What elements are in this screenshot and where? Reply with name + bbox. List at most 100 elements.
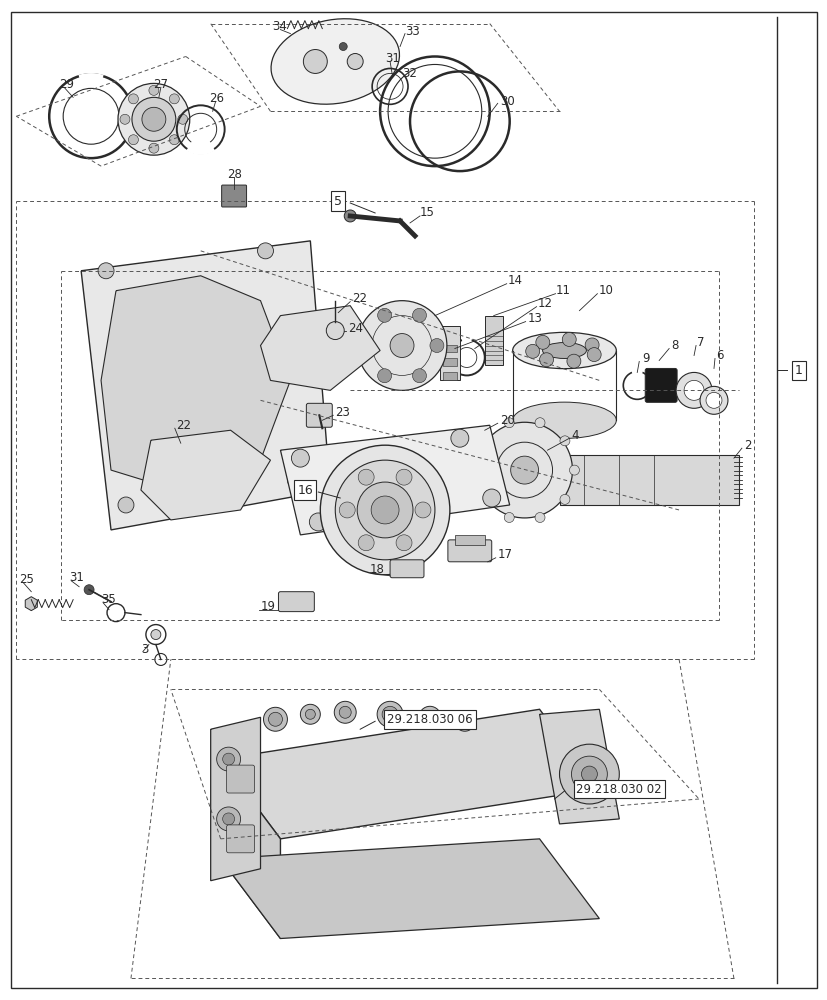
Circle shape: [390, 334, 414, 357]
Circle shape: [149, 85, 159, 95]
Text: 31: 31: [69, 571, 84, 584]
Circle shape: [534, 418, 544, 428]
Text: 29.218.030 02: 29.218.030 02: [576, 783, 662, 796]
Circle shape: [370, 496, 399, 524]
Circle shape: [504, 513, 514, 522]
Text: 34: 34: [272, 20, 287, 33]
Circle shape: [358, 535, 374, 551]
Text: 29.218.030 06: 29.218.030 06: [387, 713, 472, 726]
Circle shape: [559, 744, 619, 804]
Circle shape: [356, 301, 447, 390]
Circle shape: [149, 143, 159, 153]
Circle shape: [454, 711, 474, 731]
Ellipse shape: [270, 19, 399, 104]
Text: 22: 22: [175, 419, 190, 432]
Wedge shape: [633, 371, 640, 385]
Circle shape: [412, 369, 426, 383]
Circle shape: [339, 706, 351, 718]
PathPatch shape: [81, 241, 330, 530]
Text: 28: 28: [227, 168, 241, 181]
Circle shape: [118, 497, 134, 513]
FancyBboxPatch shape: [484, 316, 502, 365]
Text: 11: 11: [555, 284, 570, 297]
Circle shape: [429, 339, 443, 352]
Text: 22: 22: [351, 292, 366, 305]
Circle shape: [360, 339, 374, 352]
PathPatch shape: [539, 709, 619, 824]
Circle shape: [222, 813, 234, 825]
Circle shape: [170, 135, 179, 145]
Circle shape: [510, 456, 538, 484]
Circle shape: [414, 502, 430, 518]
Circle shape: [562, 332, 576, 346]
Text: 23: 23: [335, 406, 350, 419]
Circle shape: [535, 335, 549, 349]
Circle shape: [479, 436, 489, 446]
FancyBboxPatch shape: [442, 345, 457, 352]
Circle shape: [566, 354, 581, 368]
Circle shape: [423, 711, 435, 723]
Wedge shape: [463, 340, 470, 357]
Text: 18: 18: [370, 563, 385, 576]
Circle shape: [676, 372, 711, 408]
Text: 29: 29: [59, 78, 74, 91]
FancyBboxPatch shape: [222, 185, 246, 207]
PathPatch shape: [280, 425, 509, 535]
Circle shape: [581, 766, 596, 782]
Text: 30: 30: [500, 95, 514, 108]
FancyBboxPatch shape: [278, 592, 314, 612]
FancyBboxPatch shape: [227, 825, 254, 853]
Circle shape: [569, 465, 579, 475]
PathPatch shape: [220, 759, 280, 939]
Text: 20: 20: [500, 414, 514, 427]
Circle shape: [151, 630, 160, 640]
PathPatch shape: [101, 276, 290, 490]
Circle shape: [268, 712, 282, 726]
Circle shape: [335, 460, 434, 560]
Text: 9: 9: [642, 352, 649, 365]
Wedge shape: [189, 129, 213, 153]
FancyBboxPatch shape: [306, 403, 332, 427]
Circle shape: [128, 135, 138, 145]
PathPatch shape: [220, 839, 599, 939]
Text: 4: 4: [571, 429, 578, 442]
Text: 35: 35: [101, 593, 116, 606]
Text: 26: 26: [208, 92, 223, 105]
Circle shape: [358, 469, 374, 485]
PathPatch shape: [220, 709, 599, 839]
Circle shape: [377, 369, 391, 383]
Circle shape: [141, 107, 165, 131]
Circle shape: [356, 482, 413, 538]
Circle shape: [699, 386, 727, 414]
Circle shape: [344, 210, 356, 222]
Circle shape: [339, 502, 355, 518]
Circle shape: [320, 445, 449, 575]
FancyBboxPatch shape: [227, 765, 254, 793]
Circle shape: [217, 747, 241, 771]
Ellipse shape: [512, 332, 615, 369]
Circle shape: [585, 338, 599, 352]
Circle shape: [326, 322, 344, 340]
Circle shape: [334, 701, 356, 723]
FancyBboxPatch shape: [447, 540, 491, 562]
Text: 16: 16: [297, 484, 313, 497]
Circle shape: [118, 83, 189, 155]
Circle shape: [381, 706, 398, 722]
PathPatch shape: [261, 306, 380, 390]
Text: 8: 8: [671, 339, 677, 352]
Circle shape: [303, 50, 327, 73]
Circle shape: [459, 716, 469, 726]
Circle shape: [178, 114, 188, 124]
Circle shape: [504, 418, 514, 428]
Text: 17: 17: [497, 548, 512, 561]
Circle shape: [539, 353, 552, 367]
Circle shape: [586, 348, 600, 362]
Text: 32: 32: [402, 67, 417, 80]
Text: 24: 24: [348, 322, 363, 335]
FancyBboxPatch shape: [439, 326, 459, 380]
Wedge shape: [80, 74, 102, 116]
Circle shape: [84, 585, 94, 595]
Circle shape: [309, 513, 327, 531]
Ellipse shape: [512, 402, 615, 438]
Text: 25: 25: [19, 573, 34, 586]
